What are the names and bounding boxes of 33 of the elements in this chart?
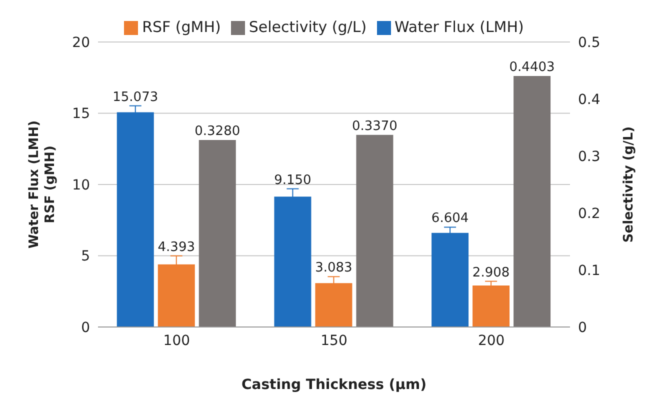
y2-tick-label: 0	[578, 320, 587, 336]
y-tick-label: 20	[72, 34, 90, 51]
x-axis-title: Casting Thickness (µm)	[241, 377, 427, 393]
x-tick-label: 150	[320, 332, 348, 349]
data-label: 9.150	[274, 172, 312, 188]
y2-tick-label: 0.2	[578, 206, 600, 222]
y-axis-title: Water Flux (LMH) RSF (gMH)	[27, 120, 58, 249]
y-tick-label: 15	[72, 106, 90, 122]
y2-axis-title: Selectivity (g/L)	[622, 126, 637, 243]
data-label: 0.3370	[352, 118, 398, 134]
y-tick-label: 10	[72, 177, 90, 194]
data-label: 0.3280	[194, 124, 240, 140]
data-label: 0.4403	[509, 60, 555, 76]
y2-tick-label: 0.1	[578, 262, 600, 279]
legend-label: Selectivity (g/L)	[248, 18, 367, 36]
y2-tick-label: 0.5	[578, 34, 600, 51]
legend-label: Water Flux (LMH)	[394, 18, 524, 36]
data-label: 3.083	[315, 260, 352, 276]
x-tick-label: 200	[478, 332, 505, 349]
bar	[356, 134, 394, 327]
bar	[514, 76, 551, 327]
bar	[472, 286, 510, 327]
y2-tick-label: 0.4	[578, 92, 600, 108]
y2-tick-label: 0.3	[578, 148, 600, 165]
x-tick-label: 100	[163, 332, 190, 349]
legend-label: RSF (gMH)	[142, 18, 221, 36]
bar	[198, 140, 236, 327]
data-label: 6.604	[431, 211, 469, 226]
data-label: 2.908	[472, 265, 510, 280]
data-label: 4.393	[158, 240, 195, 255]
y-tick-label: 5	[81, 248, 90, 265]
y-tick-label: 0	[81, 320, 90, 336]
data-label: 15.073	[112, 90, 158, 105]
